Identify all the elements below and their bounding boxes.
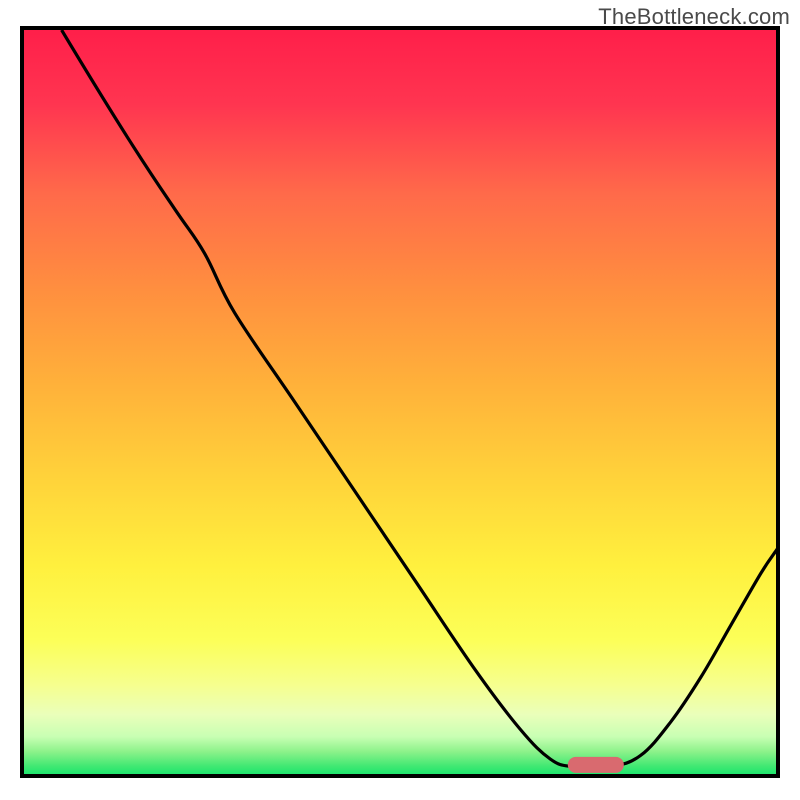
plot-area — [20, 26, 780, 778]
bottleneck-chart: TheBottleneck.com — [0, 0, 800, 800]
optimal-marker — [567, 757, 623, 773]
bottleneck-curve — [24, 30, 776, 774]
curve-path — [62, 30, 776, 768]
